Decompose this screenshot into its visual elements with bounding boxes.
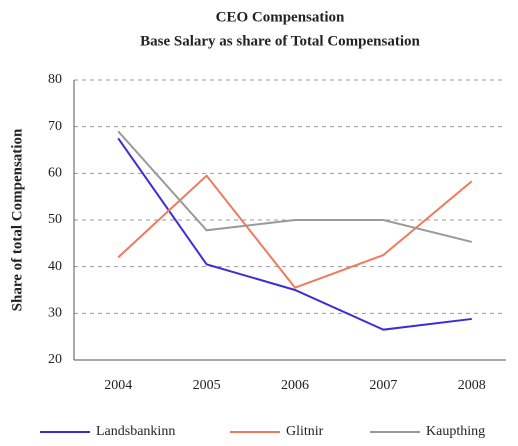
chart-subtitle: Base Salary as share of Total Compensati… xyxy=(140,33,420,49)
y-tick-label: 60 xyxy=(48,166,62,181)
x-tick-label: 2004 xyxy=(104,378,132,393)
y-tick-label: 40 xyxy=(48,259,62,274)
chart-title: CEO Compensation xyxy=(216,9,345,25)
x-tick-label: 2008 xyxy=(458,378,486,393)
legend-label: Kaupthing xyxy=(426,424,485,439)
x-tick-label: 2007 xyxy=(369,378,397,393)
y-axis-label: Share of total Compensation xyxy=(9,128,25,311)
legend-label: Glitnir xyxy=(286,424,324,439)
y-tick-label: 20 xyxy=(48,352,62,367)
legend-label: Landsbankinn xyxy=(96,424,175,439)
series-line xyxy=(117,174,473,289)
series-line xyxy=(117,130,473,243)
y-tick-label: 70 xyxy=(48,119,62,134)
y-tick-label: 80 xyxy=(48,72,62,87)
y-tick-label: 30 xyxy=(48,306,62,321)
series-line xyxy=(117,137,472,331)
y-tick-label: 50 xyxy=(48,212,62,227)
x-tick-label: 2006 xyxy=(281,378,309,393)
x-tick-label: 2005 xyxy=(193,378,221,393)
